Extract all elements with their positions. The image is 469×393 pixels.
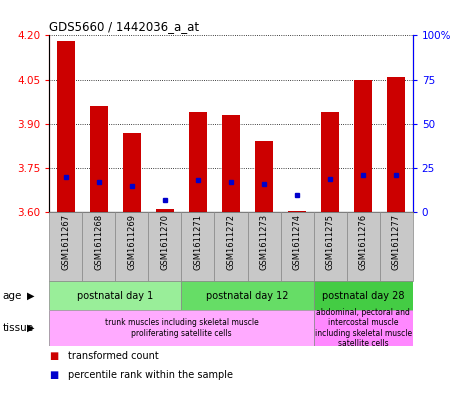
Text: GSM1611274: GSM1611274 xyxy=(293,214,302,270)
Bar xyxy=(123,133,141,212)
Text: GSM1611269: GSM1611269 xyxy=(128,214,136,270)
Bar xyxy=(156,209,174,212)
Text: postnatal day 28: postnatal day 28 xyxy=(322,291,404,301)
Text: abdominal, pectoral and
intercostal muscle
including skeletal muscle
satellite c: abdominal, pectoral and intercostal musc… xyxy=(315,308,412,348)
Bar xyxy=(354,80,372,212)
Text: GSM1611271: GSM1611271 xyxy=(193,214,203,270)
Text: tissue: tissue xyxy=(2,323,33,333)
Text: GSM1611270: GSM1611270 xyxy=(160,214,169,270)
Bar xyxy=(182,281,314,310)
Text: percentile rank within the sample: percentile rank within the sample xyxy=(68,370,233,380)
Bar xyxy=(49,310,314,346)
Bar xyxy=(82,212,115,281)
Text: ▶: ▶ xyxy=(27,323,35,333)
Bar xyxy=(189,112,207,212)
Text: GSM1611277: GSM1611277 xyxy=(392,214,401,270)
Text: GSM1611272: GSM1611272 xyxy=(227,214,235,270)
Text: age: age xyxy=(2,291,22,301)
Bar xyxy=(49,281,182,310)
Text: GDS5660 / 1442036_a_at: GDS5660 / 1442036_a_at xyxy=(49,20,199,33)
Bar xyxy=(57,41,75,212)
Bar xyxy=(280,212,314,281)
Text: ■: ■ xyxy=(49,370,59,380)
Text: GSM1611268: GSM1611268 xyxy=(94,214,103,270)
Text: GSM1611267: GSM1611267 xyxy=(61,214,70,270)
Text: transformed count: transformed count xyxy=(68,351,159,361)
Text: postnatal day 1: postnatal day 1 xyxy=(77,291,153,301)
Text: ▶: ▶ xyxy=(27,291,35,301)
Text: postnatal day 12: postnatal day 12 xyxy=(206,291,289,301)
Bar xyxy=(182,212,214,281)
Text: ■: ■ xyxy=(49,351,59,361)
Bar xyxy=(387,77,405,212)
Bar xyxy=(214,212,248,281)
Bar xyxy=(222,115,240,212)
Bar xyxy=(248,212,280,281)
Bar xyxy=(314,281,413,310)
Text: GSM1611276: GSM1611276 xyxy=(359,214,368,270)
Bar xyxy=(288,211,306,212)
Bar xyxy=(90,106,108,212)
Bar xyxy=(321,112,339,212)
Bar xyxy=(255,141,273,212)
Bar xyxy=(115,212,148,281)
Bar xyxy=(380,212,413,281)
Bar xyxy=(148,212,182,281)
Bar xyxy=(347,212,380,281)
Bar xyxy=(49,212,82,281)
Bar xyxy=(314,212,347,281)
Text: trunk muscles including skeletal muscle
proliferating satellite cells: trunk muscles including skeletal muscle … xyxy=(105,318,258,338)
Bar xyxy=(314,310,413,346)
Text: GSM1611273: GSM1611273 xyxy=(259,214,269,270)
Text: GSM1611275: GSM1611275 xyxy=(325,214,334,270)
